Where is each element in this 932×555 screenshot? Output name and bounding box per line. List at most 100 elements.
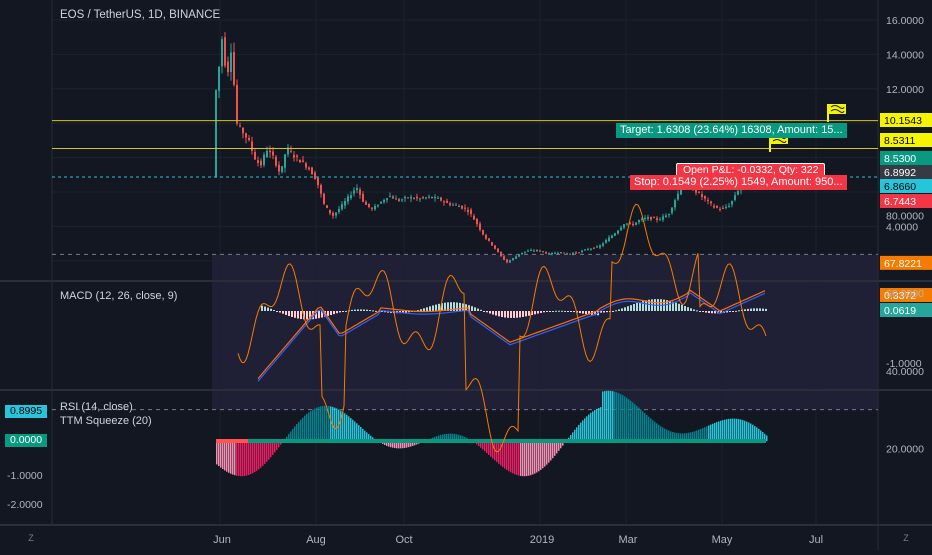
- ttm-bar: [532, 441, 534, 475]
- ttm-bar: [652, 420, 654, 441]
- ttm-bar: [494, 441, 496, 461]
- flag-icon: [827, 104, 846, 122]
- candle-body: [335, 212, 337, 216]
- candle-body: [560, 252, 562, 254]
- ttm-bar: [612, 391, 614, 441]
- ttm-bar: [628, 399, 630, 441]
- ttm-bar: [618, 393, 620, 441]
- ttm-bar: [368, 434, 370, 441]
- candle-body: [587, 249, 589, 251]
- macd-bar: [561, 310, 563, 312]
- macd-bar: [699, 311, 701, 312]
- macd-bar: [288, 311, 290, 317]
- candle-body: [467, 209, 469, 212]
- candle-body: [641, 218, 643, 221]
- ttm-bar: [326, 405, 328, 441]
- candle-body: [329, 209, 331, 214]
- ttm-bar: [354, 421, 356, 441]
- ttm-bar: [292, 428, 294, 441]
- ttm-bar: [610, 390, 612, 441]
- candle-body: [224, 37, 226, 66]
- macd-bar: [510, 311, 512, 318]
- macd-bar: [567, 311, 569, 312]
- ttm-bar: [286, 436, 288, 441]
- ttm-bar: [524, 441, 526, 477]
- candle-body: [581, 250, 583, 253]
- candle-body: [479, 223, 481, 230]
- zoom-left-button[interactable]: Z: [28, 533, 34, 543]
- ttm-bar: [362, 428, 364, 441]
- macd-bar: [555, 310, 557, 312]
- ttm-bar: [268, 441, 270, 460]
- macd-title[interactable]: MACD (12, 26, close, 9): [60, 290, 178, 302]
- ttm-bar: [680, 433, 682, 441]
- ttm-bar: [750, 423, 752, 441]
- macd-bar: [321, 311, 323, 318]
- price-axis-tick: 14.0000: [886, 49, 924, 61]
- ttm-bar: [582, 420, 584, 441]
- ttm-bar: [300, 419, 302, 441]
- ttm-bar: [562, 441, 564, 446]
- ttm-bar: [530, 441, 532, 476]
- ttm-bar: [766, 435, 768, 441]
- zoom-right-button[interactable]: Z: [903, 533, 909, 543]
- macd-bar: [582, 311, 584, 314]
- ttm-bar: [660, 426, 662, 441]
- macd-bar: [612, 311, 614, 312]
- rsi-title[interactable]: RSI (14, close): [60, 401, 133, 413]
- candle-body: [680, 189, 682, 195]
- macd-bar: [384, 311, 386, 313]
- candle-body: [341, 204, 343, 210]
- candle-body: [470, 209, 472, 215]
- price-tag-bg: [880, 151, 932, 165]
- candle-body: [539, 250, 541, 252]
- macd-bar: [711, 311, 713, 314]
- ttm-bar: [302, 417, 304, 441]
- ttm-bar: [370, 435, 372, 441]
- ttm-bar: [434, 436, 436, 441]
- candle-body: [233, 52, 235, 85]
- candle-body: [365, 201, 367, 205]
- candle-body: [650, 216, 652, 220]
- macd-bar: [603, 311, 605, 313]
- macd-bar: [720, 311, 722, 314]
- macd-bar: [450, 302, 452, 311]
- candle-body: [599, 245, 601, 248]
- macd-bar: [375, 310, 377, 312]
- ttm-bar: [500, 441, 502, 466]
- candle-body: [572, 253, 574, 255]
- macd-bar: [369, 310, 371, 312]
- candle-body: [401, 199, 403, 201]
- candle-body: [245, 133, 247, 138]
- macd-bar: [645, 300, 647, 311]
- candle-body: [260, 160, 262, 166]
- candle-body: [422, 197, 424, 199]
- ttm-bar: [658, 424, 660, 441]
- ttm-bar: [764, 433, 766, 441]
- stop-label[interactable]: Stop: 0.1549 (2.25%) 1549, Amount: 950..…: [630, 175, 847, 190]
- rsi-tag-bg: [880, 255, 932, 270]
- ttm-bar: [410, 441, 412, 447]
- ttm-bar: [460, 435, 462, 441]
- candle-body: [557, 252, 559, 254]
- ttm-squeeze-title[interactable]: TTM Squeeze (20): [60, 415, 152, 427]
- ttm-bar: [358, 425, 360, 441]
- ttm-bar: [442, 434, 444, 441]
- ttm-bar: [560, 441, 562, 449]
- macd-bar: [459, 302, 461, 311]
- ttm-bar: [656, 423, 658, 441]
- macd-bar: [333, 311, 335, 315]
- macd-bar: [492, 311, 494, 315]
- target-label[interactable]: Target: 1.6308 (23.64%) 16308, Amount: 1…: [616, 123, 847, 138]
- ttm-bar: [728, 418, 730, 441]
- ttm-bar: [722, 420, 724, 441]
- macd-bar: [681, 304, 683, 311]
- macd-bar: [570, 311, 572, 312]
- candle-body: [707, 199, 709, 201]
- ttm-bar: [484, 441, 486, 452]
- ttm-bar: [602, 391, 604, 441]
- candle-body: [440, 197, 442, 201]
- price-tag-bg: [880, 194, 932, 208]
